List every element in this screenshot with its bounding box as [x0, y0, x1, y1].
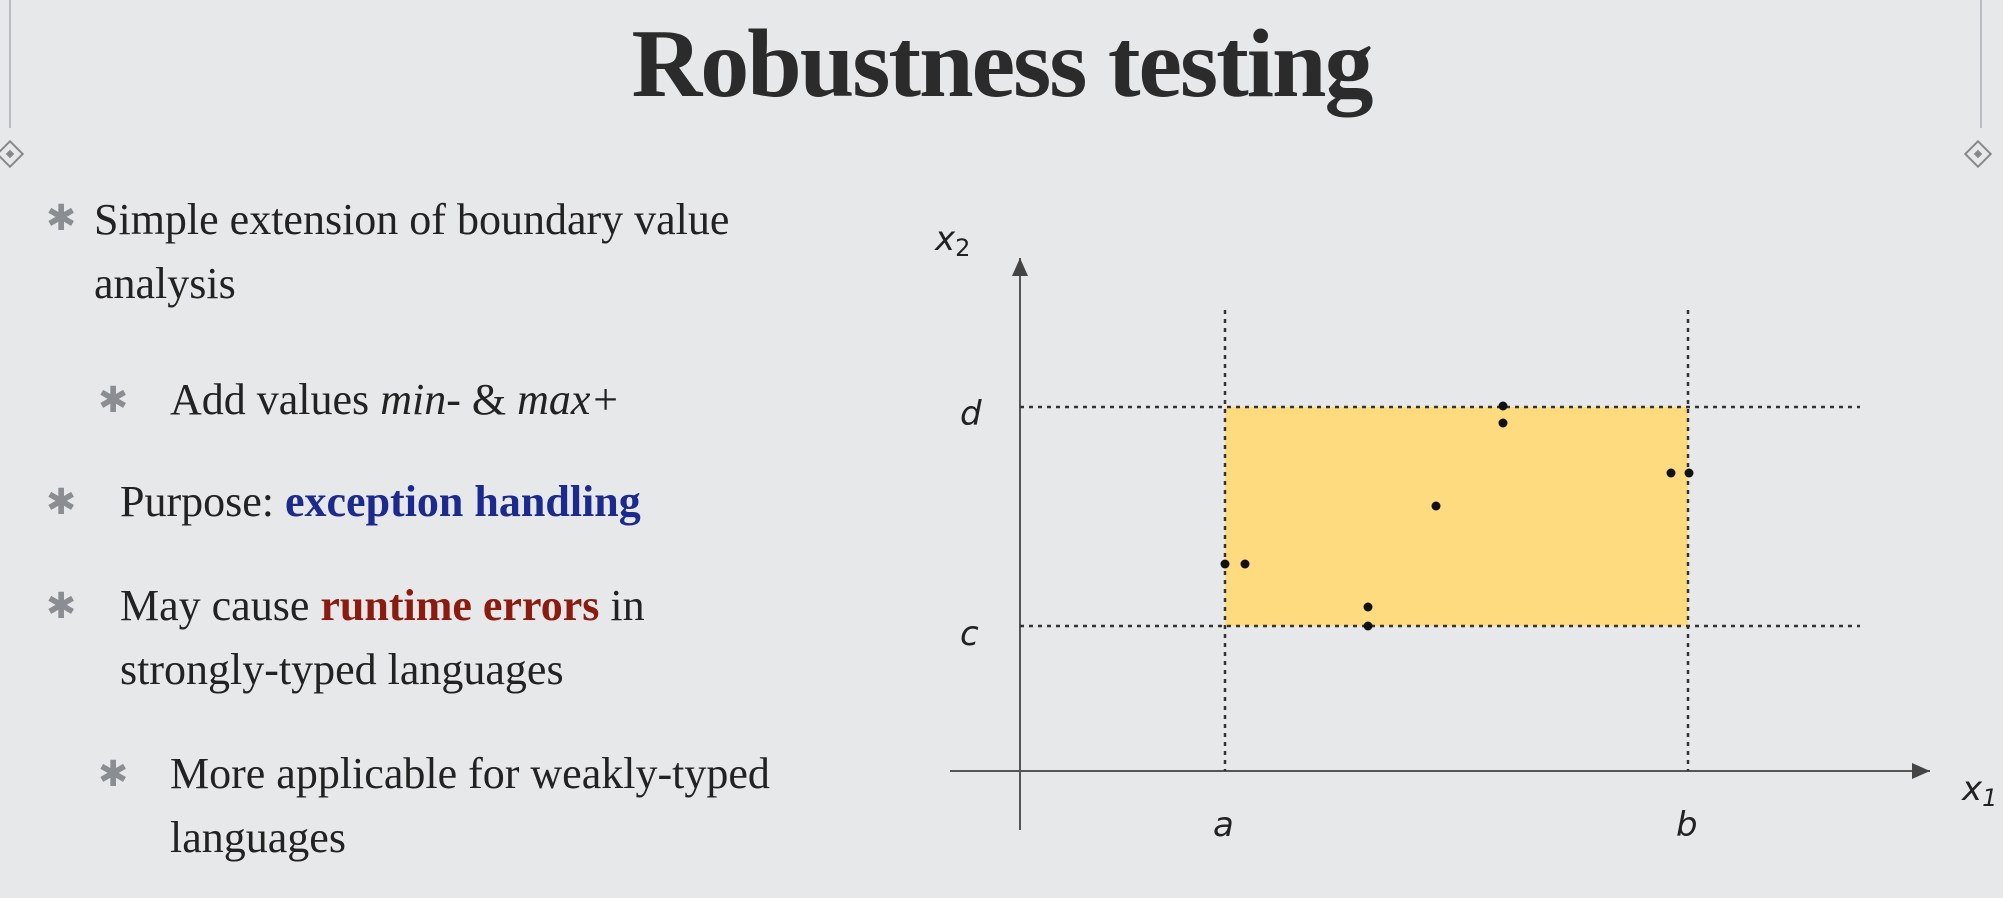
runtime-errors-highlight: runtime errors	[320, 581, 600, 630]
test-point	[1363, 602, 1373, 612]
test-point	[1363, 621, 1373, 631]
bullet-1-line-2: analysis	[94, 259, 236, 308]
bullet-3-line-2: strongly-typed languages	[120, 645, 564, 694]
max-plus-term: max+	[517, 375, 621, 424]
bullet-1-line-1: Simple extension of boundary value	[94, 195, 730, 244]
sub-bullet-1: Add values min- & max+	[170, 368, 620, 432]
label-d: d	[960, 394, 982, 434]
test-point	[1498, 418, 1508, 428]
test-point	[1240, 559, 1250, 569]
test-point	[1431, 501, 1441, 511]
frame-line-right	[1980, 0, 1982, 128]
sub-bullet-3-line-1: More applicable for weakly-typed	[170, 749, 770, 798]
bullet-star-icon: ✱	[46, 586, 77, 627]
label-b: b	[1676, 805, 1698, 845]
sub-bullet-3-line-2: languages	[170, 813, 346, 862]
bullet-3-prefix: May cause	[120, 581, 321, 630]
sub-bullet-star-icon: ✱	[98, 754, 129, 795]
slide-title: Robustness testing	[631, 10, 1374, 118]
bullet-1: Simple extension of boundary value analy…	[94, 188, 729, 316]
bullet-3-suffix: in	[599, 581, 645, 630]
ampersand: &	[460, 375, 518, 424]
bullet-2: Purpose: exception handling	[120, 470, 641, 534]
bullet-star-icon: ✱	[46, 482, 77, 523]
test-point	[1684, 468, 1694, 478]
test-point	[1220, 559, 1230, 569]
sub-bullet-1-prefix: Add values	[170, 375, 381, 424]
test-point	[1666, 468, 1676, 478]
x-axis-label: x1	[1961, 769, 1997, 812]
frame-line-left	[9, 0, 11, 128]
bullet-star-icon: ✱	[46, 198, 77, 239]
y-axis-label: x2	[934, 219, 970, 262]
bullet-3-line-1: May cause runtime errors in	[120, 574, 645, 638]
bullet-3: May cause runtime errors in strongly-typ…	[120, 574, 645, 702]
label-a: a	[1213, 805, 1234, 845]
valid-input-region	[1225, 407, 1688, 626]
min-minus-term: min-	[380, 375, 461, 424]
sub-bullet-3: More applicable for weakly-typed languag…	[170, 742, 770, 870]
test-point	[1498, 401, 1508, 411]
bullet-2-prefix: Purpose:	[120, 477, 285, 526]
label-c: c	[960, 614, 979, 654]
exception-handling-highlight: exception handling	[285, 477, 641, 526]
sub-bullet-star-icon: ✱	[98, 380, 129, 421]
